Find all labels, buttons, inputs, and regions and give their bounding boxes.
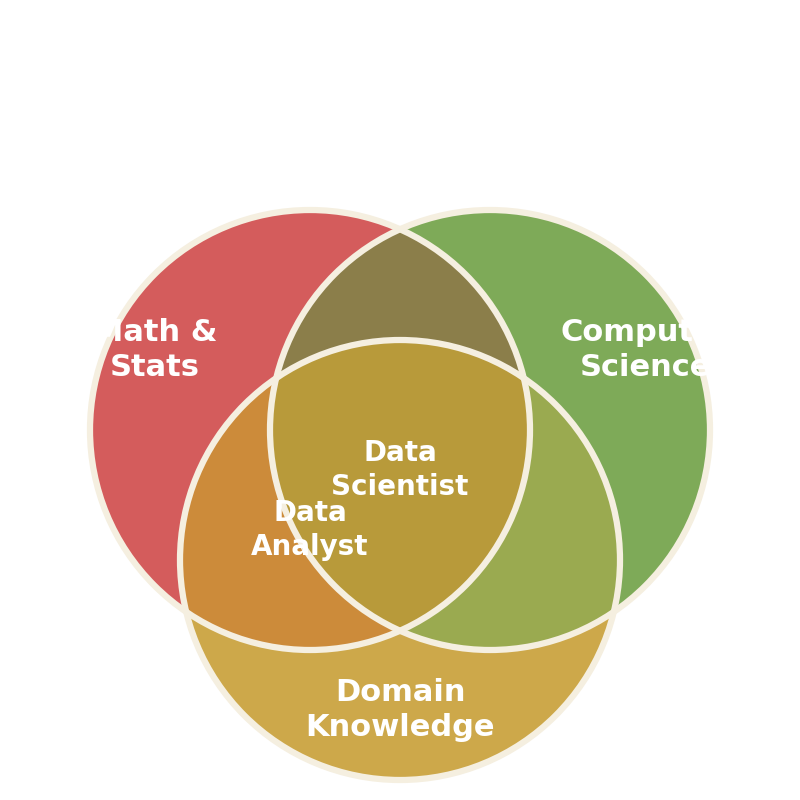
Text: Math &
Stats: Math & Stats [93, 318, 217, 382]
Text: Domain
Knowledge: Domain Knowledge [306, 678, 494, 742]
Text: Data
Analyst: Data Analyst [251, 498, 369, 562]
Text: Computer
Science: Computer Science [561, 318, 730, 382]
Text: Data
Scientist: Data Scientist [331, 438, 469, 502]
